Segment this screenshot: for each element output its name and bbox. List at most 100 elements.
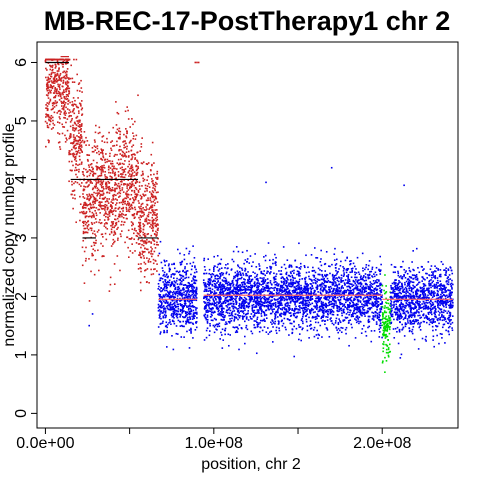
data-point [99, 197, 101, 200]
data-point [108, 215, 111, 217]
data-point [168, 293, 171, 295]
data-point [261, 303, 263, 306]
data-point [57, 58, 60, 61]
data-point [106, 141, 109, 144]
data-point [380, 319, 382, 321]
data-point [363, 309, 366, 311]
data-point [165, 293, 167, 295]
data-point [381, 336, 383, 339]
data-point [333, 274, 336, 277]
data-point [361, 307, 364, 310]
data-point [348, 293, 351, 296]
data-point [208, 298, 210, 301]
data-point [332, 299, 334, 301]
data-point [122, 151, 125, 154]
data-point [131, 228, 134, 231]
data-point [244, 289, 247, 292]
data-point [263, 297, 265, 300]
data-point [124, 168, 127, 170]
data-point [338, 283, 340, 286]
data-point [280, 293, 282, 295]
data-point [131, 181, 133, 183]
data-point [185, 270, 188, 273]
data-point [321, 273, 323, 276]
data-point [345, 269, 348, 271]
data-point [295, 295, 298, 297]
data-point [214, 277, 217, 280]
data-point [239, 292, 242, 294]
data-point [118, 201, 121, 204]
data-point [71, 183, 73, 186]
data-point [152, 200, 155, 203]
data-point [151, 141, 154, 144]
data-point [189, 262, 192, 265]
data-point [369, 289, 372, 291]
data-point [218, 291, 221, 294]
data-point [196, 313, 198, 315]
data-point [92, 187, 95, 190]
data-point [92, 241, 95, 244]
data-point [232, 300, 235, 303]
data-point [180, 277, 183, 279]
data-point [343, 297, 345, 299]
data-point [306, 299, 309, 302]
data-point [376, 288, 379, 291]
data-point [345, 301, 347, 304]
data-point [295, 305, 297, 308]
data-point [296, 297, 298, 299]
data-point [80, 146, 83, 148]
data-point [150, 193, 153, 196]
data-point [86, 140, 89, 142]
data-point [143, 261, 146, 264]
data-point [321, 289, 324, 292]
data-point [94, 131, 97, 134]
data-point [352, 284, 355, 287]
data-point [196, 293, 198, 295]
data-point [193, 279, 196, 281]
data-point [206, 318, 209, 321]
data-point [317, 297, 319, 300]
data-point [159, 294, 162, 296]
data-point [322, 319, 324, 322]
data-point [369, 298, 372, 301]
data-point [320, 258, 322, 260]
data-point [133, 199, 135, 202]
data-point [352, 289, 355, 291]
data-point [175, 315, 178, 318]
data-point [280, 280, 283, 283]
data-point [184, 315, 187, 318]
data-point [134, 158, 136, 160]
data-point [102, 169, 104, 171]
data-point [49, 77, 52, 80]
data-point [99, 212, 101, 214]
data-point [120, 224, 123, 226]
data-point [147, 248, 149, 251]
data-point [62, 108, 65, 111]
data-point [306, 329, 309, 332]
data-point [72, 207, 74, 210]
data-point [50, 120, 52, 123]
data-point [164, 264, 166, 267]
data-point [321, 320, 323, 322]
data-point [231, 292, 233, 294]
data-point [46, 89, 49, 92]
data-point [360, 275, 362, 277]
data-point [143, 257, 145, 259]
data-point [328, 265, 330, 267]
data-point [100, 169, 103, 171]
data-point [174, 296, 176, 299]
data-point [164, 325, 167, 328]
data-point [192, 295, 195, 298]
data-point [322, 301, 324, 304]
data-point [281, 287, 283, 289]
data-point [146, 281, 148, 283]
data-point [135, 174, 138, 176]
data-point [107, 168, 110, 171]
data-points [44, 58, 454, 373]
data-point [270, 299, 272, 302]
data-point [112, 238, 115, 241]
data-point [170, 314, 173, 316]
data-point [52, 82, 55, 84]
data-point [282, 290, 285, 293]
data-point [347, 311, 349, 314]
